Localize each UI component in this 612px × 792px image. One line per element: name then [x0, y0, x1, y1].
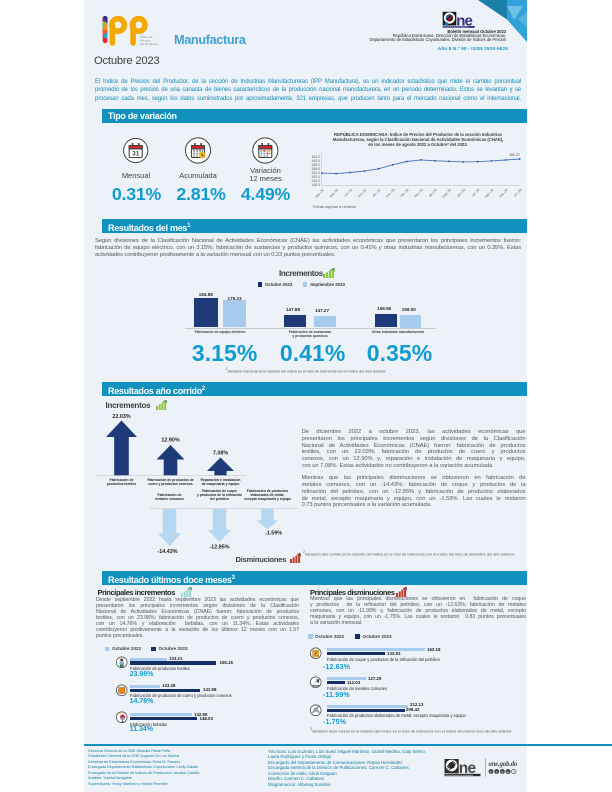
svg-text:Fabricación de coque: Fabricación de coque	[202, 489, 237, 493]
svg-text:Fabricación de: Fabricación de	[158, 493, 182, 497]
svg-text:dic.-22: dic.-22	[372, 188, 382, 198]
svg-text:o: o	[507, 769, 509, 773]
svg-text:ago.-22: ago.-22	[314, 188, 325, 199]
svg-text:158.0: 158.0	[312, 163, 321, 167]
svg-text:ne: ne	[459, 760, 477, 777]
svg-text:ne: ne	[456, 12, 472, 29]
svg-text:t: t	[496, 769, 498, 773]
svg-text:y: y	[502, 769, 504, 773]
svg-text:de maquinaria y equipo: de maquinaria y equipo	[202, 482, 240, 486]
svg-text:Reparación e instalación: Reparación e instalación	[201, 478, 241, 482]
svg-text:y productos de la refinación: y productos de la refinación	[197, 493, 242, 497]
svg-text:del Productor: del Productor	[140, 42, 158, 46]
svg-text:Fabricación de: Fabricación de	[110, 478, 134, 482]
svg-text:jul.-23: jul.-23	[471, 188, 481, 198]
svg-text:148.0: 148.0	[312, 183, 321, 187]
svg-text:abr.-23: abr.-23	[428, 188, 438, 198]
svg-text:oct.-23: oct.-23	[513, 188, 523, 198]
svg-text:150.0: 150.0	[312, 179, 321, 183]
svg-text:-12.85%: -12.85%	[209, 545, 229, 551]
svg-text:productos textiles: productos textiles	[107, 482, 136, 486]
svg-text:Oficina Nacional de Estadístic: Oficina Nacional de Estadística	[445, 773, 474, 776]
svg-text:excepto maquinaria y equipo: excepto maquinaria y equipo	[244, 497, 291, 501]
svg-text:161.27: 161.27	[509, 153, 520, 157]
svg-text:nov.-22: nov.-22	[357, 188, 367, 198]
svg-text:162.0: 162.0	[312, 155, 321, 159]
svg-text:mar.-23: mar.-23	[413, 188, 424, 199]
svg-text:may.-23: may.-23	[441, 188, 452, 199]
svg-text:f: f	[490, 769, 492, 773]
svg-text:feb.-23: feb.-23	[400, 188, 410, 198]
svg-text:ago.-23: ago.-23	[484, 188, 495, 199]
svg-text:156.0: 156.0	[312, 167, 321, 171]
svg-text:sep.-22: sep.-22	[329, 188, 340, 199]
svg-text:152.0: 152.0	[312, 175, 321, 179]
svg-text:del petróleo: del petróleo	[210, 497, 229, 501]
svg-text:oct.-22: oct.-22	[343, 188, 353, 198]
svg-text:Índice de: Índice de	[140, 35, 153, 39]
svg-text:-1.59%: -1.59%	[265, 531, 282, 537]
svg-text:31: 31	[132, 151, 140, 158]
svg-text:jun.-23: jun.-23	[456, 188, 467, 199]
svg-text:-14.43%: -14.43%	[157, 549, 177, 555]
svg-text:12.90%: 12.90%	[161, 438, 179, 444]
svg-text:22.03%: 22.03%	[112, 414, 130, 420]
svg-text:160.0: 160.0	[312, 159, 321, 163]
svg-text:sep.-23: sep.-23	[498, 188, 509, 199]
svg-text:7.08%: 7.08%	[213, 451, 228, 457]
svg-text:154.0: 154.0	[312, 171, 321, 175]
svg-text:metales comunes: metales comunes	[155, 497, 184, 501]
svg-text:cuero y productos conexos: cuero y productos conexos	[148, 482, 192, 486]
svg-text:Fabricación de productos de: Fabricación de productos de	[147, 478, 193, 482]
svg-text:elaborados de metal;: elaborados de metal;	[251, 493, 285, 497]
svg-text:one.gob.do: one.gob.do	[489, 760, 518, 767]
svg-text:Precios: Precios	[140, 38, 151, 42]
svg-text:Oficina Nacional de Estadístic: Oficina Nacional de Estadística	[443, 26, 468, 29]
svg-text:ene.-23: ene.-23	[385, 188, 396, 199]
svg-text:Fabricación de productos: Fabricación de productos	[247, 489, 289, 493]
